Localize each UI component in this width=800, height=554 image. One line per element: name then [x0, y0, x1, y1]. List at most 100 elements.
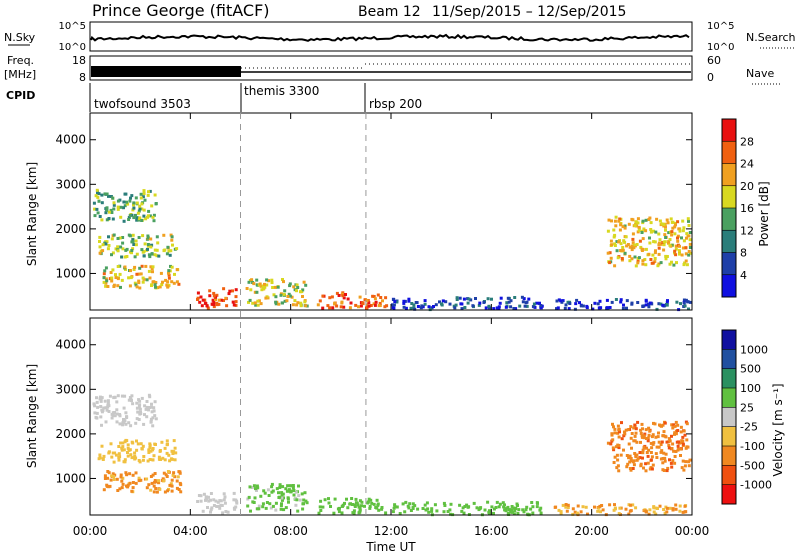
- data-cell: [265, 283, 269, 287]
- data-cell: [685, 445, 689, 449]
- data-cell: [119, 215, 123, 219]
- data-cell: [626, 462, 630, 466]
- data-cell: [504, 305, 508, 309]
- data-cell: [133, 454, 137, 458]
- data-cell: [143, 413, 146, 417]
- data-cell: [153, 480, 157, 484]
- data-cell: [606, 251, 610, 255]
- data-cell: [140, 264, 144, 268]
- data-cell: [111, 251, 115, 255]
- data-cell: [483, 508, 487, 512]
- data-cell: [679, 430, 683, 434]
- data-cell: [667, 446, 671, 450]
- data-cell: [644, 229, 648, 233]
- data-cell: [98, 215, 102, 218]
- data-cell: [644, 303, 648, 307]
- data-cell: [149, 265, 153, 269]
- data-cell: [225, 304, 229, 308]
- data-cell: [95, 396, 98, 400]
- data-cell: [497, 505, 501, 509]
- data-cell: [127, 218, 131, 221]
- data-cell: [300, 492, 304, 496]
- data-cell: [162, 249, 166, 253]
- data-cell: [647, 302, 650, 306]
- data-cell: [345, 497, 348, 501]
- data-cell: [152, 409, 156, 413]
- data-cell: [227, 292, 231, 296]
- data-cell: [606, 441, 610, 445]
- data-cell: [652, 229, 655, 233]
- data-cell: [650, 467, 654, 471]
- data-cell: [261, 505, 265, 509]
- data-cell: [116, 284, 120, 288]
- y-tick-label: 2000: [55, 427, 86, 441]
- data-cell: [641, 451, 645, 455]
- data-cell: [529, 507, 533, 511]
- data-cell: [617, 512, 621, 516]
- data-cell: [678, 504, 682, 508]
- data-cell: [660, 440, 664, 444]
- data-cell: [471, 304, 475, 308]
- data-cell: [212, 303, 216, 306]
- data-cell: [136, 211, 140, 215]
- data-cell: [264, 506, 268, 510]
- data-cell: [393, 503, 397, 507]
- data-cell: [494, 506, 498, 509]
- data-cell: [401, 502, 405, 506]
- data-cell: [634, 427, 638, 431]
- data-cell: [337, 510, 341, 514]
- data-cell: [130, 213, 134, 217]
- data-cell: [454, 303, 458, 307]
- data-cell: [116, 205, 120, 209]
- data-cell: [117, 458, 121, 462]
- data-cell: [413, 307, 417, 311]
- cpid-mode-1: twofsound 3503: [94, 97, 191, 111]
- data-cell: [152, 484, 156, 488]
- colorbar-tick-label: 28: [740, 135, 754, 148]
- data-cell: [222, 498, 226, 502]
- data-cell: [138, 407, 142, 411]
- data-cell: [681, 442, 685, 446]
- data-cluster: [316, 291, 389, 310]
- data-cell: [140, 396, 144, 400]
- data-cell: [201, 509, 205, 513]
- data-cell: [170, 238, 174, 242]
- data-cell: [330, 295, 334, 299]
- data-cell: [265, 278, 269, 282]
- data-cell: [150, 267, 154, 271]
- data-cell: [98, 240, 101, 243]
- data-cell: [371, 294, 375, 298]
- data-cell: [632, 439, 636, 443]
- data-cell: [147, 253, 151, 257]
- data-cell: [380, 506, 384, 509]
- data-cell: [142, 192, 146, 195]
- data-cell: [175, 268, 179, 272]
- data-cell: [467, 505, 471, 509]
- data-cell: [121, 247, 125, 251]
- data-cell: [665, 510, 669, 514]
- data-cell: [101, 458, 105, 461]
- data-cell: [274, 302, 278, 306]
- data-cell: [136, 410, 140, 414]
- data-cell: [682, 263, 686, 267]
- data-cell: [156, 286, 160, 290]
- data-cell: [649, 441, 653, 445]
- data-cell: [122, 421, 126, 425]
- data-cell: [274, 300, 278, 304]
- data-cell: [115, 400, 119, 404]
- data-cell: [146, 215, 149, 219]
- data-cell: [163, 490, 167, 494]
- data-cell: [657, 262, 661, 266]
- data-cell: [130, 489, 134, 493]
- data-cell: [102, 272, 106, 276]
- data-cell: [686, 217, 690, 221]
- y-tick-label: 4000: [55, 133, 86, 147]
- data-cell: [154, 202, 158, 206]
- data-cell: [376, 293, 380, 297]
- data-cell: [636, 301, 640, 304]
- data-cell: [145, 278, 149, 282]
- data-cell: [145, 486, 149, 490]
- data-cell: [259, 284, 263, 288]
- data-cell: [209, 510, 212, 514]
- data-cell: [610, 219, 613, 223]
